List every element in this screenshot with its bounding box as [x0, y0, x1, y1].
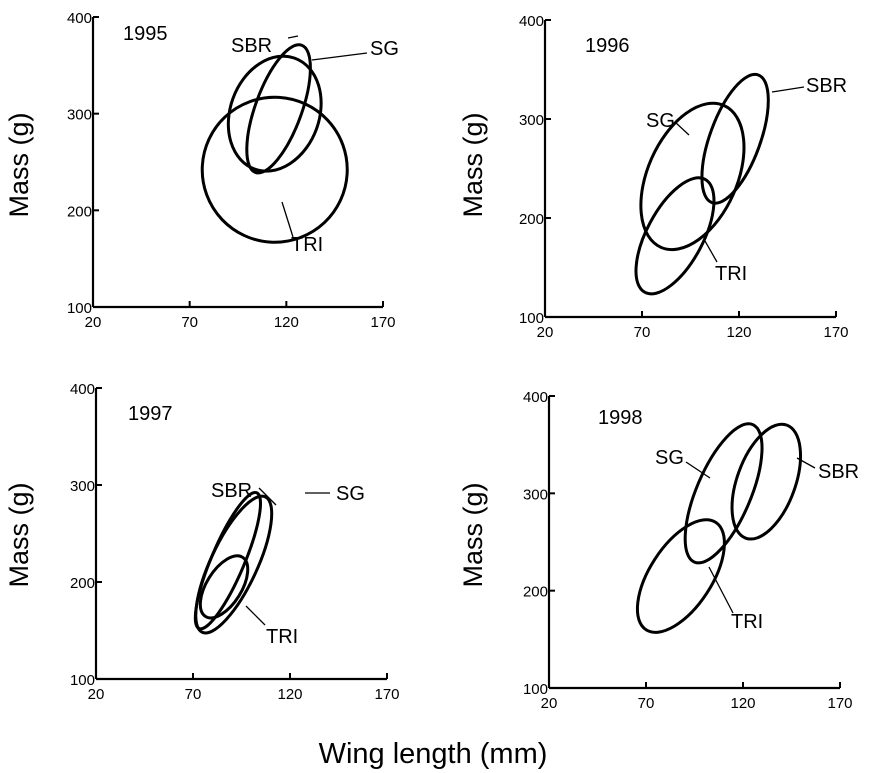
- x-tick-label: 170: [370, 314, 395, 331]
- y-tick-label: 100: [523, 681, 548, 698]
- label-leader-line: [704, 240, 718, 263]
- y-tick-label: 300: [523, 486, 548, 503]
- y-tick-label: 400: [70, 381, 95, 398]
- x-tick-label: 20: [537, 324, 554, 341]
- ellipse-label-sbr: SBR: [806, 75, 847, 97]
- panel-1998: 20 70 120 170 100 200 300 400 Mass (g) 1998 SBR SG T…: [458, 389, 859, 712]
- ellipse-tri: [200, 95, 349, 244]
- ellipse-label-sbr: SBR: [211, 480, 252, 502]
- panel-year-label: 1995: [123, 23, 168, 45]
- x-tick-label: 170: [823, 324, 848, 341]
- x-tick-label: 170: [374, 686, 399, 703]
- x-tick-label: 20: [541, 695, 558, 712]
- ellipse-sbr: [730, 422, 802, 541]
- label-leader-line: [771, 86, 805, 93]
- x-tick-label: 70: [181, 314, 198, 331]
- x-tick-label: 120: [726, 324, 751, 341]
- label-leader-line: [245, 605, 266, 626]
- panel-year-label: 1998: [598, 407, 643, 429]
- x-tick-label: 120: [274, 314, 299, 331]
- y-tick-label: 300: [519, 112, 544, 129]
- label-leader-line: [796, 457, 816, 469]
- ellipse-label-sbr: SBR: [231, 35, 272, 57]
- y-tick-label: 200: [523, 584, 548, 601]
- x-tick-label: 20: [85, 314, 102, 331]
- label-leader-line: [281, 201, 294, 238]
- y-tick-label: 400: [519, 13, 544, 30]
- x-tick-label: 70: [634, 324, 651, 341]
- label-leader-line: [674, 121, 690, 136]
- y-tick-label: 300: [70, 478, 95, 495]
- panel-1996: 20 70 120 170 100 200 300 400 Mass (g) 1996 SBR SG T…: [458, 13, 849, 341]
- ellipse-sg: [194, 494, 274, 635]
- y-tick-label: 400: [523, 389, 548, 406]
- x-axis-title: Wing length (mm): [319, 738, 548, 770]
- ellipse-label-sbr: SBR: [818, 461, 859, 483]
- y-tick-label: 100: [67, 300, 92, 317]
- x-tick-label: 170: [827, 695, 852, 712]
- y-axis-title: Mass (g): [458, 112, 488, 217]
- ellipse-label-tri: TRI: [715, 263, 747, 285]
- y-tick-label: 400: [67, 10, 92, 27]
- ellipse-label-sg: SG: [370, 38, 399, 60]
- label-leader-line: [708, 566, 734, 614]
- ellipse-tri: [635, 518, 726, 634]
- panel-year-label: 1996: [585, 35, 630, 57]
- y-axis-title: Mass (g): [4, 112, 34, 217]
- ellipse-label-tri: TRI: [731, 611, 763, 633]
- ellipse-label-sg: SG: [655, 447, 684, 469]
- ellipse-label-sg: SG: [336, 483, 365, 505]
- ellipse-label-tri: TRI: [266, 626, 298, 648]
- panel-year-label: 1997: [128, 403, 173, 425]
- x-tick-label: 20: [88, 686, 105, 703]
- ellipse-sg: [683, 422, 764, 565]
- ellipse-label-sg: SG: [646, 110, 675, 132]
- y-axis-title: Mass (g): [458, 482, 488, 587]
- y-tick-label: 100: [70, 672, 95, 689]
- x-tick-label: 70: [185, 686, 202, 703]
- label-leader-line: [311, 52, 368, 61]
- label-leader-line: [685, 461, 711, 479]
- ellipse-tri: [198, 554, 250, 620]
- panel-1995: 20 70 120 170 100 200 300 400 Mass (g) 1995 SBR SG T…: [4, 10, 399, 331]
- ellipse-sbr: [245, 43, 312, 175]
- y-tick-label: 300: [67, 107, 92, 124]
- ellipse-sg: [639, 101, 746, 252]
- y-tick-label: 200: [67, 203, 92, 220]
- y-tick-label: 200: [70, 575, 95, 592]
- x-tick-label: 70: [638, 695, 655, 712]
- label-leader-line: [287, 35, 299, 39]
- panel-1997: 20 70 120 170 100 200 300 400 Mass (g) 1997 SBR SG T…: [4, 381, 400, 703]
- ellipse-label-tri: TRI: [291, 234, 323, 256]
- y-tick-label: 100: [519, 310, 544, 327]
- x-tick-label: 120: [277, 686, 302, 703]
- ellipse-sbr: [700, 72, 770, 205]
- x-tick-label: 120: [730, 695, 755, 712]
- y-tick-label: 200: [519, 211, 544, 228]
- ellipse-tri: [634, 176, 716, 296]
- ellipse-sg: [226, 54, 323, 173]
- y-axis-title: Mass (g): [4, 482, 34, 587]
